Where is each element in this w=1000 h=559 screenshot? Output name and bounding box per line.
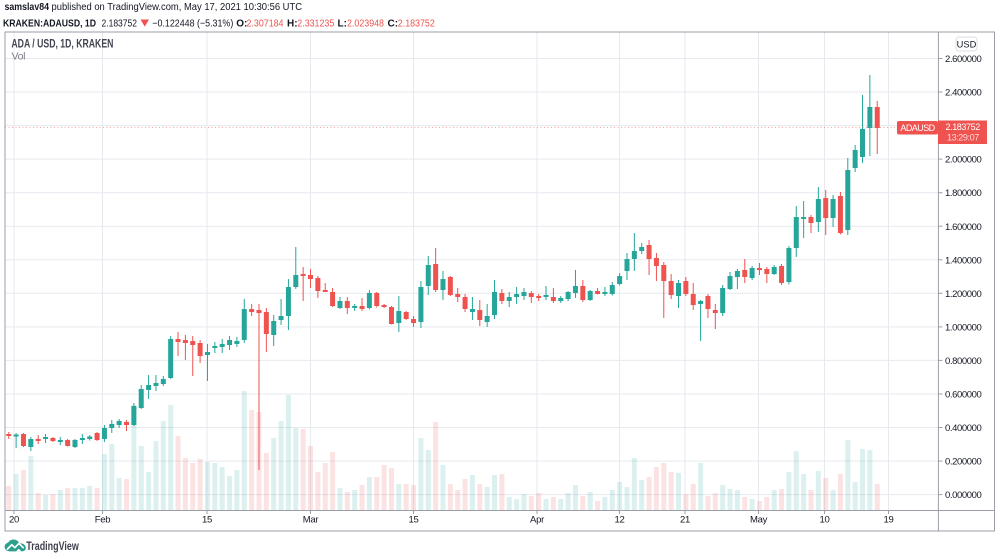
svg-text:0.200000: 0.200000 <box>945 457 982 468</box>
svg-text:1.600000: 1.600000 <box>945 222 982 233</box>
svg-text:2.000000: 2.000000 <box>945 155 982 166</box>
svg-text:0.000000: 0.000000 <box>945 490 982 501</box>
svg-text:15: 15 <box>202 515 212 526</box>
svg-text:15: 15 <box>409 515 419 526</box>
svg-text:ADAUSD: ADAUSD <box>900 123 935 133</box>
svg-text:published on TradingView.com,: published on TradingView.com, May 17, 20… <box>52 2 303 13</box>
svg-text:19: 19 <box>884 515 894 526</box>
svg-text:0.800000: 0.800000 <box>945 356 982 367</box>
svg-text:12: 12 <box>615 515 625 526</box>
svg-text:2.183752: 2.183752 <box>102 18 138 29</box>
svg-text:2.307184: 2.307184 <box>247 18 284 29</box>
svg-text:1.800000: 1.800000 <box>945 188 982 199</box>
svg-text:samslav84: samslav84 <box>5 2 50 13</box>
svg-text:TradingView: TradingView <box>26 539 79 553</box>
svg-text:2.331235: 2.331235 <box>297 18 334 29</box>
svg-text:0.400000: 0.400000 <box>945 423 982 434</box>
svg-text:O:: O: <box>236 18 247 29</box>
svg-text:USD: USD <box>957 40 977 50</box>
svg-text:20: 20 <box>9 515 19 526</box>
svg-text:0.600000: 0.600000 <box>945 390 982 401</box>
svg-text:2.183752: 2.183752 <box>398 18 435 29</box>
svg-text:May: May <box>750 515 768 526</box>
svg-text:H:: H: <box>287 18 298 29</box>
svg-text:Vol: Vol <box>12 51 26 63</box>
svg-text:13:29:07: 13:29:07 <box>947 133 979 143</box>
svg-text:Mar: Mar <box>303 515 319 526</box>
svg-text:10: 10 <box>820 515 830 526</box>
svg-text:1.200000: 1.200000 <box>945 289 982 300</box>
svg-text:Apr: Apr <box>530 515 544 526</box>
svg-text:2.023948: 2.023948 <box>347 18 384 29</box>
svg-text:KRAKEN:ADAUSD, 1D: KRAKEN:ADAUSD, 1D <box>3 18 96 29</box>
svg-text:ADA / USD, 1D, KRAKEN: ADA / USD, 1D, KRAKEN <box>11 39 113 51</box>
svg-text:2.600000: 2.600000 <box>945 54 982 65</box>
svg-text:2.400000: 2.400000 <box>945 88 982 99</box>
svg-text:1.400000: 1.400000 <box>945 255 982 266</box>
svg-text:1.000000: 1.000000 <box>945 322 982 333</box>
svg-text:21: 21 <box>680 515 690 526</box>
svg-text:L:: L: <box>338 18 347 29</box>
svg-text:Feb: Feb <box>95 515 110 526</box>
svg-text:2.183752: 2.183752 <box>946 122 981 132</box>
svg-text:−0.122448 (−5.31%): −0.122448 (−5.31%) <box>152 18 233 29</box>
svg-text:C:: C: <box>388 18 399 29</box>
